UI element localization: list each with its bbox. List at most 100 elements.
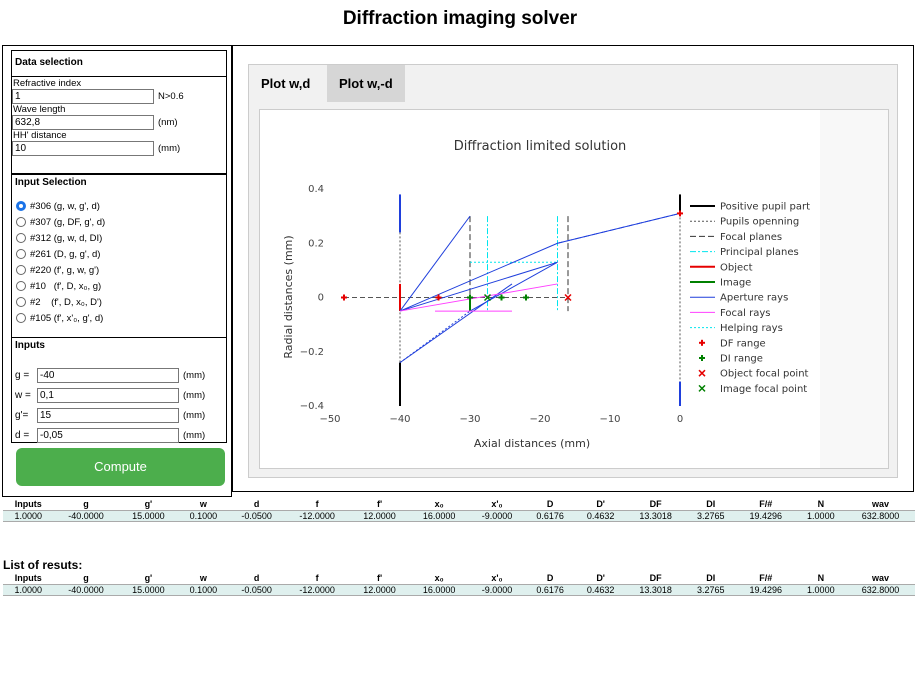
input-selection-section: Input Selection #306 (g, w, g', d) #307 … — [11, 174, 227, 338]
hh-distance-input[interactable] — [12, 141, 154, 156]
aperture-line — [399, 283, 513, 364]
chart-svg: Diffraction limited solution Axial dista… — [260, 110, 820, 468]
table-cell: 12.0000 — [349, 584, 410, 596]
column-header: DI — [685, 499, 736, 511]
g-label: g = — [15, 369, 30, 381]
table-cell: 16.0000 — [409, 510, 469, 522]
data-selection-heading: Data selection — [15, 57, 83, 68]
aperture-ray-dotted — [399, 310, 471, 364]
legend-label: Focal rays — [720, 308, 770, 319]
inputs-heading: Inputs — [15, 340, 45, 351]
refractive-index-note: N>0.6 — [158, 91, 184, 102]
y-tick-label: 0 — [318, 293, 324, 304]
x-tick-label: −40 — [389, 414, 410, 425]
table-cell: 0.6176 — [524, 584, 576, 596]
legend-label: Positive pupil part — [720, 202, 810, 213]
table-cell: 13.3018 — [625, 584, 686, 596]
option-220-radio[interactable]: #220 (f', g, w, g') — [12, 262, 226, 278]
legend-x-icon — [698, 369, 706, 377]
control-panel: Data selection Refractive index N>0.6 Wa… — [2, 45, 232, 497]
table-cell: 1.0000 — [3, 584, 54, 596]
column-header: N — [795, 499, 847, 511]
radio-empty-icon — [16, 249, 26, 259]
table-cell: 15.0000 — [118, 584, 179, 596]
legend-label: Object focal point — [720, 369, 809, 380]
radio-empty-icon — [16, 313, 26, 323]
table-cell: 3.2765 — [685, 584, 736, 596]
table-cell: 15.0000 — [118, 510, 179, 522]
option-306-radio[interactable]: #306 (g, w, g', d) — [12, 198, 226, 214]
table-cell: 0.1000 — [178, 584, 229, 596]
table-cell: 632.8000 — [846, 584, 915, 596]
column-header: x₀ — [409, 573, 469, 585]
column-header: D' — [575, 499, 626, 511]
legend-label: DF range — [720, 338, 766, 349]
radio-empty-icon — [16, 217, 26, 227]
column-header: f — [284, 573, 350, 585]
legend-label: Image focal point — [720, 384, 807, 395]
column-header: DI — [685, 573, 736, 585]
column-header: x'₀ — [469, 573, 525, 585]
table-cell: -12.0000 — [284, 510, 350, 522]
aperture-line — [557, 212, 681, 244]
table-cell: -9.0000 — [469, 584, 525, 596]
chart-background — [260, 110, 820, 468]
tab-plot-w-minus-d[interactable]: Plot w,-d — [327, 65, 405, 102]
x-axis-label: Axial distances (mm) — [474, 437, 590, 450]
radio-empty-icon — [16, 233, 26, 243]
table-cell: -12.0000 — [284, 584, 350, 596]
y-tick-label: −0.4 — [300, 401, 324, 412]
compute-button[interactable]: Compute — [16, 448, 225, 486]
legend-label: Pupils openning — [720, 217, 799, 228]
table-cell: 19.4296 — [735, 584, 796, 596]
column-header: d — [228, 499, 285, 511]
refractive-index-input[interactable] — [12, 89, 154, 104]
g-prime-input[interactable] — [37, 407, 179, 423]
g-input[interactable] — [37, 367, 179, 383]
column-header: g' — [118, 499, 179, 511]
inputs-section: Inputs g = (mm) w = (mm) g'= (mm) d = (mm) — [11, 337, 227, 443]
option-261-radio[interactable]: #261 (D, g, g', d) — [12, 246, 226, 262]
option-312-radio[interactable]: #312 (g, w, d, DI) — [12, 230, 226, 246]
wavelength-input[interactable] — [12, 115, 154, 130]
column-header: DF — [625, 499, 686, 511]
legend-x-icon — [698, 384, 706, 392]
d-input[interactable] — [37, 427, 179, 443]
x-tick-label: −10 — [599, 414, 620, 425]
option-105-radio[interactable]: #105 (f', x'₀, g', d) — [12, 310, 226, 326]
table-cell: 1.0000 — [795, 584, 847, 596]
tab-plot-wd[interactable]: Plot w,d — [249, 65, 323, 102]
option-10-radio[interactable]: #10 (f', D, x₀, g) — [12, 278, 226, 294]
w-input[interactable] — [37, 387, 179, 403]
option-307-radio[interactable]: #307 (g, DF, g', d) — [12, 214, 226, 230]
column-header: g — [53, 499, 119, 511]
x-tick-label: 0 — [677, 414, 683, 425]
column-header: g — [53, 573, 119, 585]
column-header: d — [228, 573, 285, 585]
table-cell: 632.8000 — [846, 510, 915, 522]
table-cell: -0.0500 — [228, 584, 285, 596]
y-axis-label: Radial distances (mm) — [282, 235, 295, 358]
legend-label: Focal planes — [720, 232, 782, 243]
column-header: D — [524, 499, 576, 511]
legend-label: Image — [720, 278, 751, 289]
aperture-line — [399, 242, 558, 312]
y-tick-label: 0.4 — [308, 184, 324, 195]
legend-label: Helping rays — [720, 323, 783, 334]
g-prime-unit: (mm) — [183, 409, 206, 421]
chart-title: Diffraction limited solution — [454, 139, 627, 154]
option-2-radio[interactable]: #2 (f', D, x₀, D') — [12, 294, 226, 310]
focal-line — [399, 283, 558, 312]
radio-empty-icon — [16, 281, 26, 291]
g-unit: (mm) — [183, 369, 206, 381]
column-header: DF — [625, 573, 686, 585]
x-tick-label: −50 — [319, 414, 340, 425]
wavelength-unit: (nm) — [158, 117, 178, 128]
column-header: Inputs — [3, 499, 54, 511]
data-selection-section: Data selection Refractive index N>0.6 Wa… — [11, 50, 227, 174]
table-cell: 19.4296 — [735, 510, 796, 522]
aperture-line — [399, 215, 471, 312]
x-marker — [564, 293, 572, 302]
column-header: F/# — [735, 499, 796, 511]
